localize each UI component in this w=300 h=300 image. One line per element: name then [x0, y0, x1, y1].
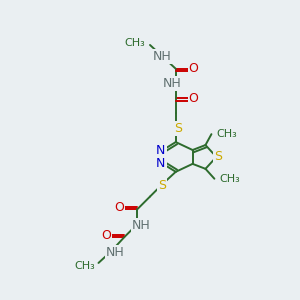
- Text: O: O: [101, 229, 111, 242]
- Text: CH₃: CH₃: [219, 174, 240, 184]
- Text: N: N: [156, 143, 166, 157]
- Text: N: N: [156, 158, 166, 170]
- Text: CH₃: CH₃: [75, 261, 95, 271]
- Text: NH: NH: [106, 245, 125, 259]
- Text: NH: NH: [132, 219, 151, 232]
- Text: CH₃: CH₃: [216, 129, 237, 139]
- Text: NH: NH: [152, 50, 171, 63]
- Text: O: O: [114, 201, 124, 214]
- Text: S: S: [158, 179, 166, 192]
- Text: S: S: [174, 122, 182, 135]
- Text: O: O: [189, 92, 199, 105]
- Text: NH: NH: [162, 77, 181, 90]
- Text: O: O: [189, 62, 199, 75]
- Text: CH₃: CH₃: [124, 38, 145, 48]
- Text: S: S: [214, 150, 222, 164]
